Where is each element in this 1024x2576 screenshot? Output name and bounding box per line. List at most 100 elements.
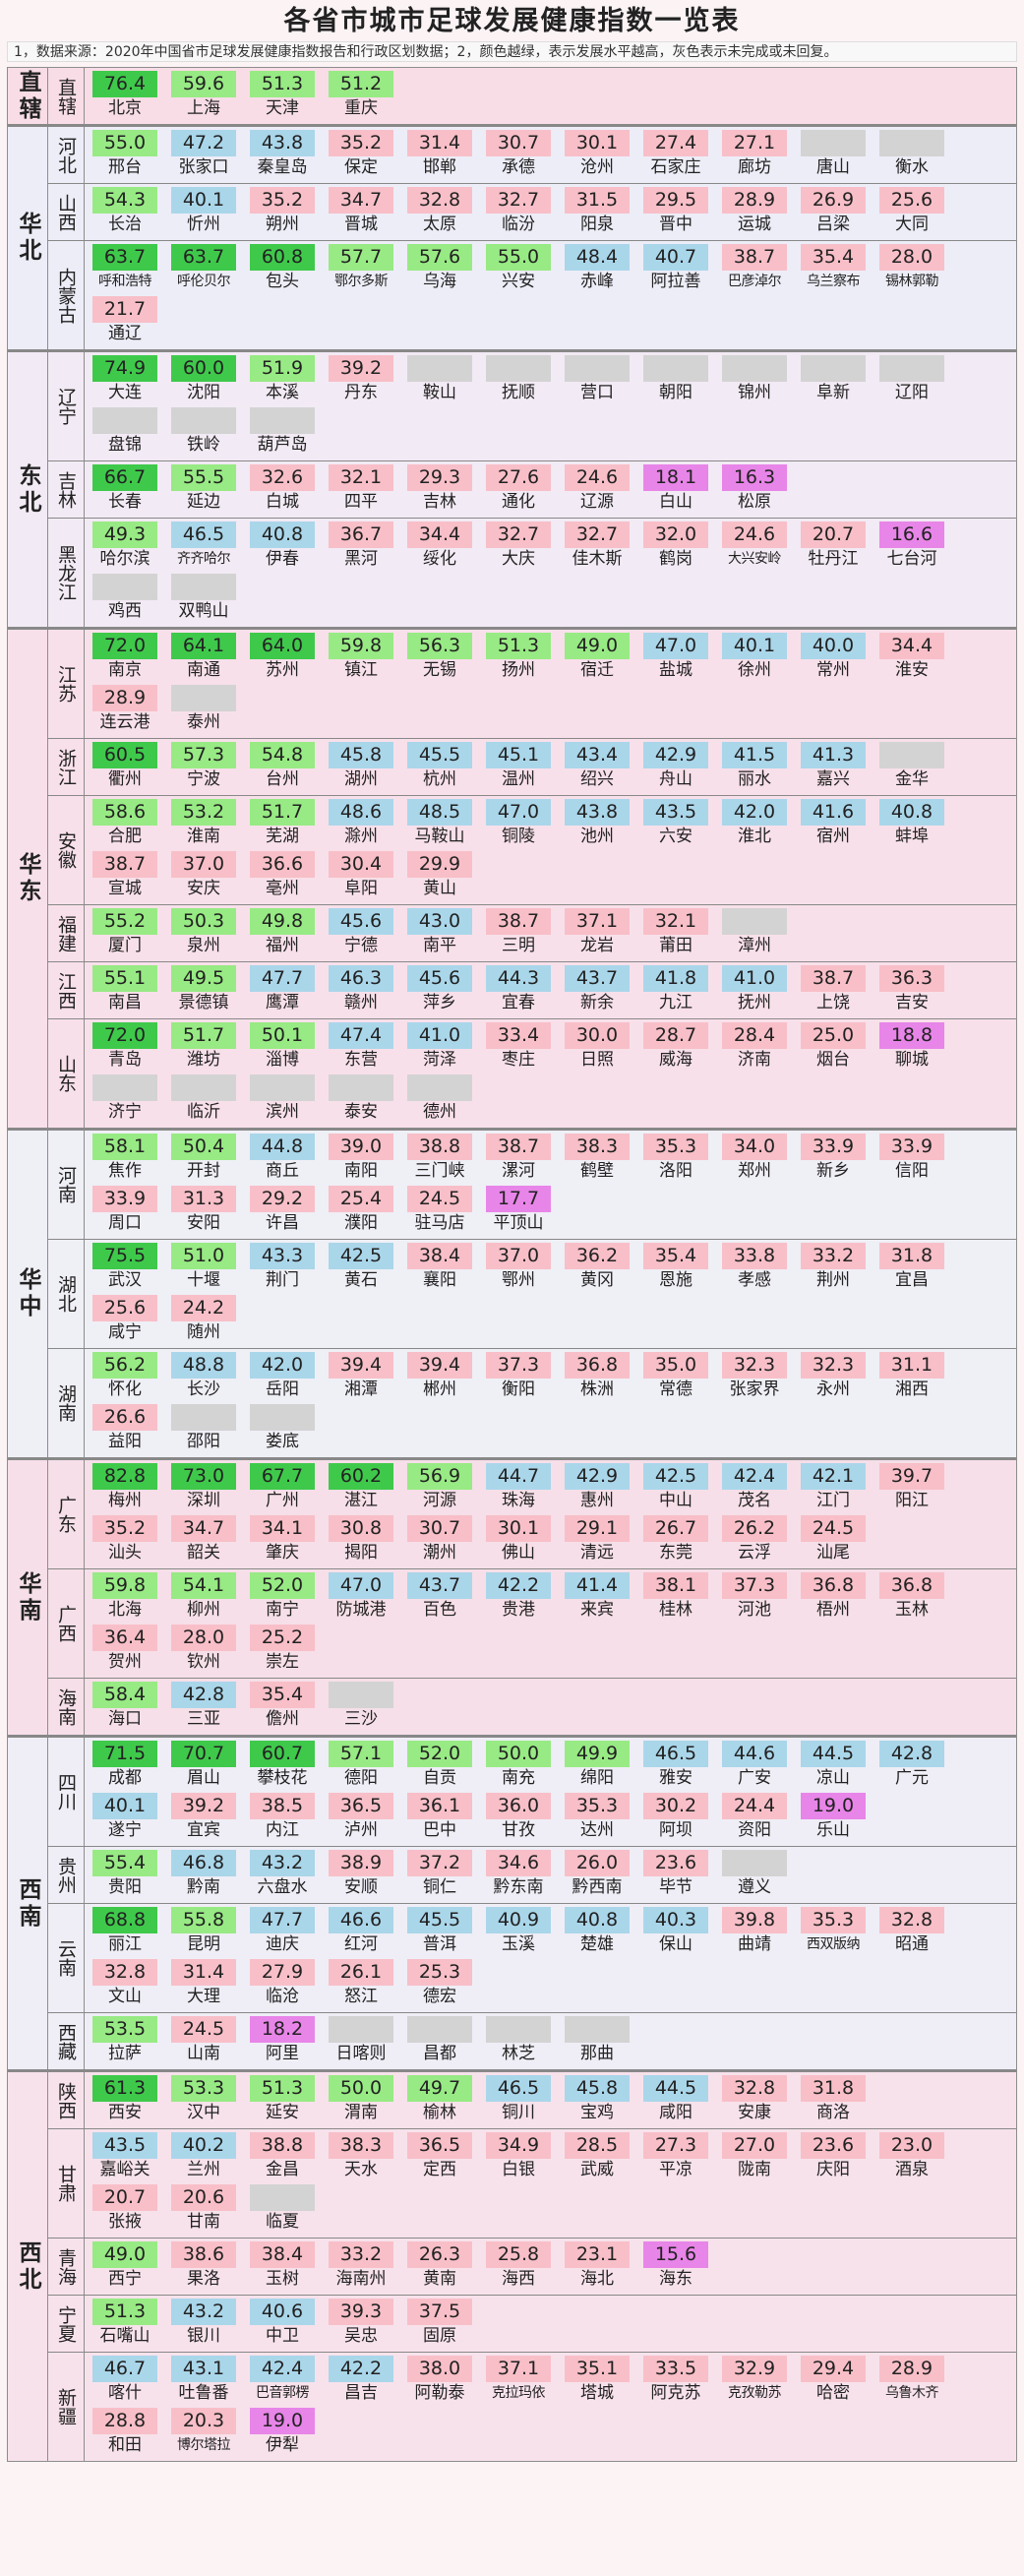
city-name: 黔南 <box>187 1877 220 1897</box>
city-score: 37.1 <box>565 908 630 935</box>
province-name: 山东 <box>55 1055 77 1092</box>
city-name: 张家界 <box>729 1380 780 1399</box>
city-cell: 48.6 滁州 <box>325 799 403 851</box>
city-name: 汕头 <box>108 1543 142 1563</box>
city-score: 32.3 <box>801 1352 866 1379</box>
city-cell: 51.0 十堰 <box>167 1243 246 1295</box>
city-name: 淮南 <box>187 827 220 846</box>
city-cell: 50.0 南充 <box>482 1741 561 1793</box>
city-cell: 35.3 洛阳 <box>639 1134 718 1186</box>
city-score: 55.2 <box>92 908 157 935</box>
city-cell: 26.1 怒江 <box>325 1959 403 2011</box>
city-cell: 41.4 来宾 <box>561 1572 639 1625</box>
city-cell: 74.9 大连 <box>89 355 167 407</box>
city-name: 赣州 <box>344 993 378 1012</box>
city-cell: 29.9 黄山 <box>403 851 482 903</box>
city-score: 55.1 <box>92 965 157 992</box>
city-cell: 55.2 厦门 <box>89 908 167 960</box>
city-name: 本溪 <box>266 383 299 402</box>
city-cell: 51.3 石嘴山 <box>89 2299 167 2351</box>
city-score: 42.8 <box>171 1682 236 1708</box>
city-name: 张掖 <box>108 2212 142 2232</box>
city-cell: 54.1 柳州 <box>167 1572 246 1625</box>
city-cell: 37.3 衡阳 <box>482 1352 561 1404</box>
city-name: 遂宁 <box>108 1820 142 1840</box>
city-score: 42.9 <box>643 742 708 768</box>
city-name: 漯河 <box>502 1161 535 1181</box>
city-cell: 42.8 广元 <box>875 1741 954 1793</box>
city-cell: 54.8 台州 <box>246 742 325 794</box>
city-score: 46.8 <box>171 1850 236 1876</box>
city-cell: 15.6 海东 <box>639 2241 718 2294</box>
region-block: 西北 陕西 61.3 西安 53.3 汉中 51.3 延安 50.0 渭南 49.7 榆林 46.5 铜川… <box>8 2072 1016 2461</box>
province-row: 湖南 56.2 怀化 48.8 长沙 42.0 岳阳 39.4 湘潭 39.4 郴州 37.3 衡阳 36… <box>48 1349 1016 1457</box>
province-label: 湖北 <box>48 1240 85 1348</box>
province-label: 海南 <box>48 1679 85 1735</box>
city-score: 32.7 <box>486 187 551 214</box>
city-cell: 43.0 南平 <box>403 908 482 960</box>
city-name: 汉中 <box>187 2103 220 2122</box>
city-score: 39.4 <box>407 1352 472 1379</box>
city-score: 55.8 <box>171 1907 236 1933</box>
province-label: 广东 <box>48 1460 85 1568</box>
city-name: 延安 <box>266 2103 299 2122</box>
city-score: 75.5 <box>92 1243 157 1269</box>
city-cell: 日喀则 <box>325 2016 403 2068</box>
province-name: 吉林 <box>55 470 77 509</box>
city-cell: 29.1 清远 <box>561 1515 639 1567</box>
city-name: 喀什 <box>108 2383 142 2403</box>
city-score: 31.4 <box>171 1959 236 1986</box>
city-cell: 37.5 固原 <box>403 2299 482 2351</box>
city-name: 迪庆 <box>266 1934 299 1954</box>
city-name: 普洱 <box>423 1934 456 1954</box>
city-cell: 49.7 榆林 <box>403 2075 482 2127</box>
city-score: 34.7 <box>171 1515 236 1542</box>
city-cell: 20.7 牡丹江 <box>797 521 875 574</box>
city-score: 42.0 <box>722 799 787 826</box>
city-name: 秦皇岛 <box>257 157 308 177</box>
city-score: 25.2 <box>250 1625 315 1651</box>
city-cell: 40.1 忻州 <box>167 187 246 239</box>
city-score: 43.5 <box>92 2132 157 2159</box>
province-row: 西藏 53.5 拉萨 24.5 山南 18.2 阿里 日喀则 昌都 林芝 那曲 <box>48 2013 1016 2069</box>
city-score: 49.0 <box>565 633 630 659</box>
index-table: 直辖 直辖 76.4 北京 59.6 上海 51.3 天津 51.2 重庆 华北 河北 55.0 邢台 47… <box>7 67 1017 2462</box>
city-name: 绥化 <box>423 549 456 569</box>
city-cell: 25.6 咸宁 <box>89 1295 167 1347</box>
city-name: 衢州 <box>108 769 142 789</box>
city-name: 攀枝花 <box>257 1768 308 1788</box>
city-score: 35.0 <box>643 1352 708 1379</box>
city-score: 29.2 <box>250 1186 315 1212</box>
city-score: 46.3 <box>329 965 393 992</box>
city-cell: 26.6 益阳 <box>89 1404 167 1456</box>
city-cell: 38.4 襄阳 <box>403 1243 482 1295</box>
city-score: 32.8 <box>92 1959 157 1986</box>
city-score: 25.6 <box>92 1295 157 1321</box>
city-cell: 44.6 广安 <box>718 1741 797 1793</box>
city-cell: 23.0 酒泉 <box>875 2132 954 2184</box>
city-score: 54.3 <box>92 187 157 214</box>
city-cell: 43.8 池州 <box>561 799 639 851</box>
city-name: 大兴安岭 <box>728 551 782 567</box>
city-name: 湖州 <box>344 769 378 789</box>
city-score: 26.9 <box>801 187 866 214</box>
city-cell: 26.7 东莞 <box>639 1515 718 1567</box>
city-name: 日照 <box>580 1050 614 1070</box>
city-cell: 72.0 青岛 <box>89 1022 167 1074</box>
province-label: 浙江 <box>48 739 85 795</box>
city-name: 鹰潭 <box>266 993 299 1012</box>
city-cell: 53.5 拉萨 <box>89 2016 167 2068</box>
city-name: 广元 <box>895 1768 929 1788</box>
city-name: 周口 <box>108 1213 142 1233</box>
city-name: 无锡 <box>423 660 456 680</box>
city-cell: 26.2 云浮 <box>718 1515 797 1567</box>
city-name: 宝鸡 <box>580 2103 614 2122</box>
city-name: 兰州 <box>187 2160 220 2179</box>
city-score: 45.6 <box>329 908 393 935</box>
city-name: 云浮 <box>738 1543 771 1563</box>
city-name: 宿迁 <box>580 660 614 680</box>
city-name: 和田 <box>108 2435 142 2455</box>
city-score <box>250 2184 315 2211</box>
city-name: 南平 <box>423 936 456 955</box>
city-cell: 34.1 肇庆 <box>246 1515 325 1567</box>
